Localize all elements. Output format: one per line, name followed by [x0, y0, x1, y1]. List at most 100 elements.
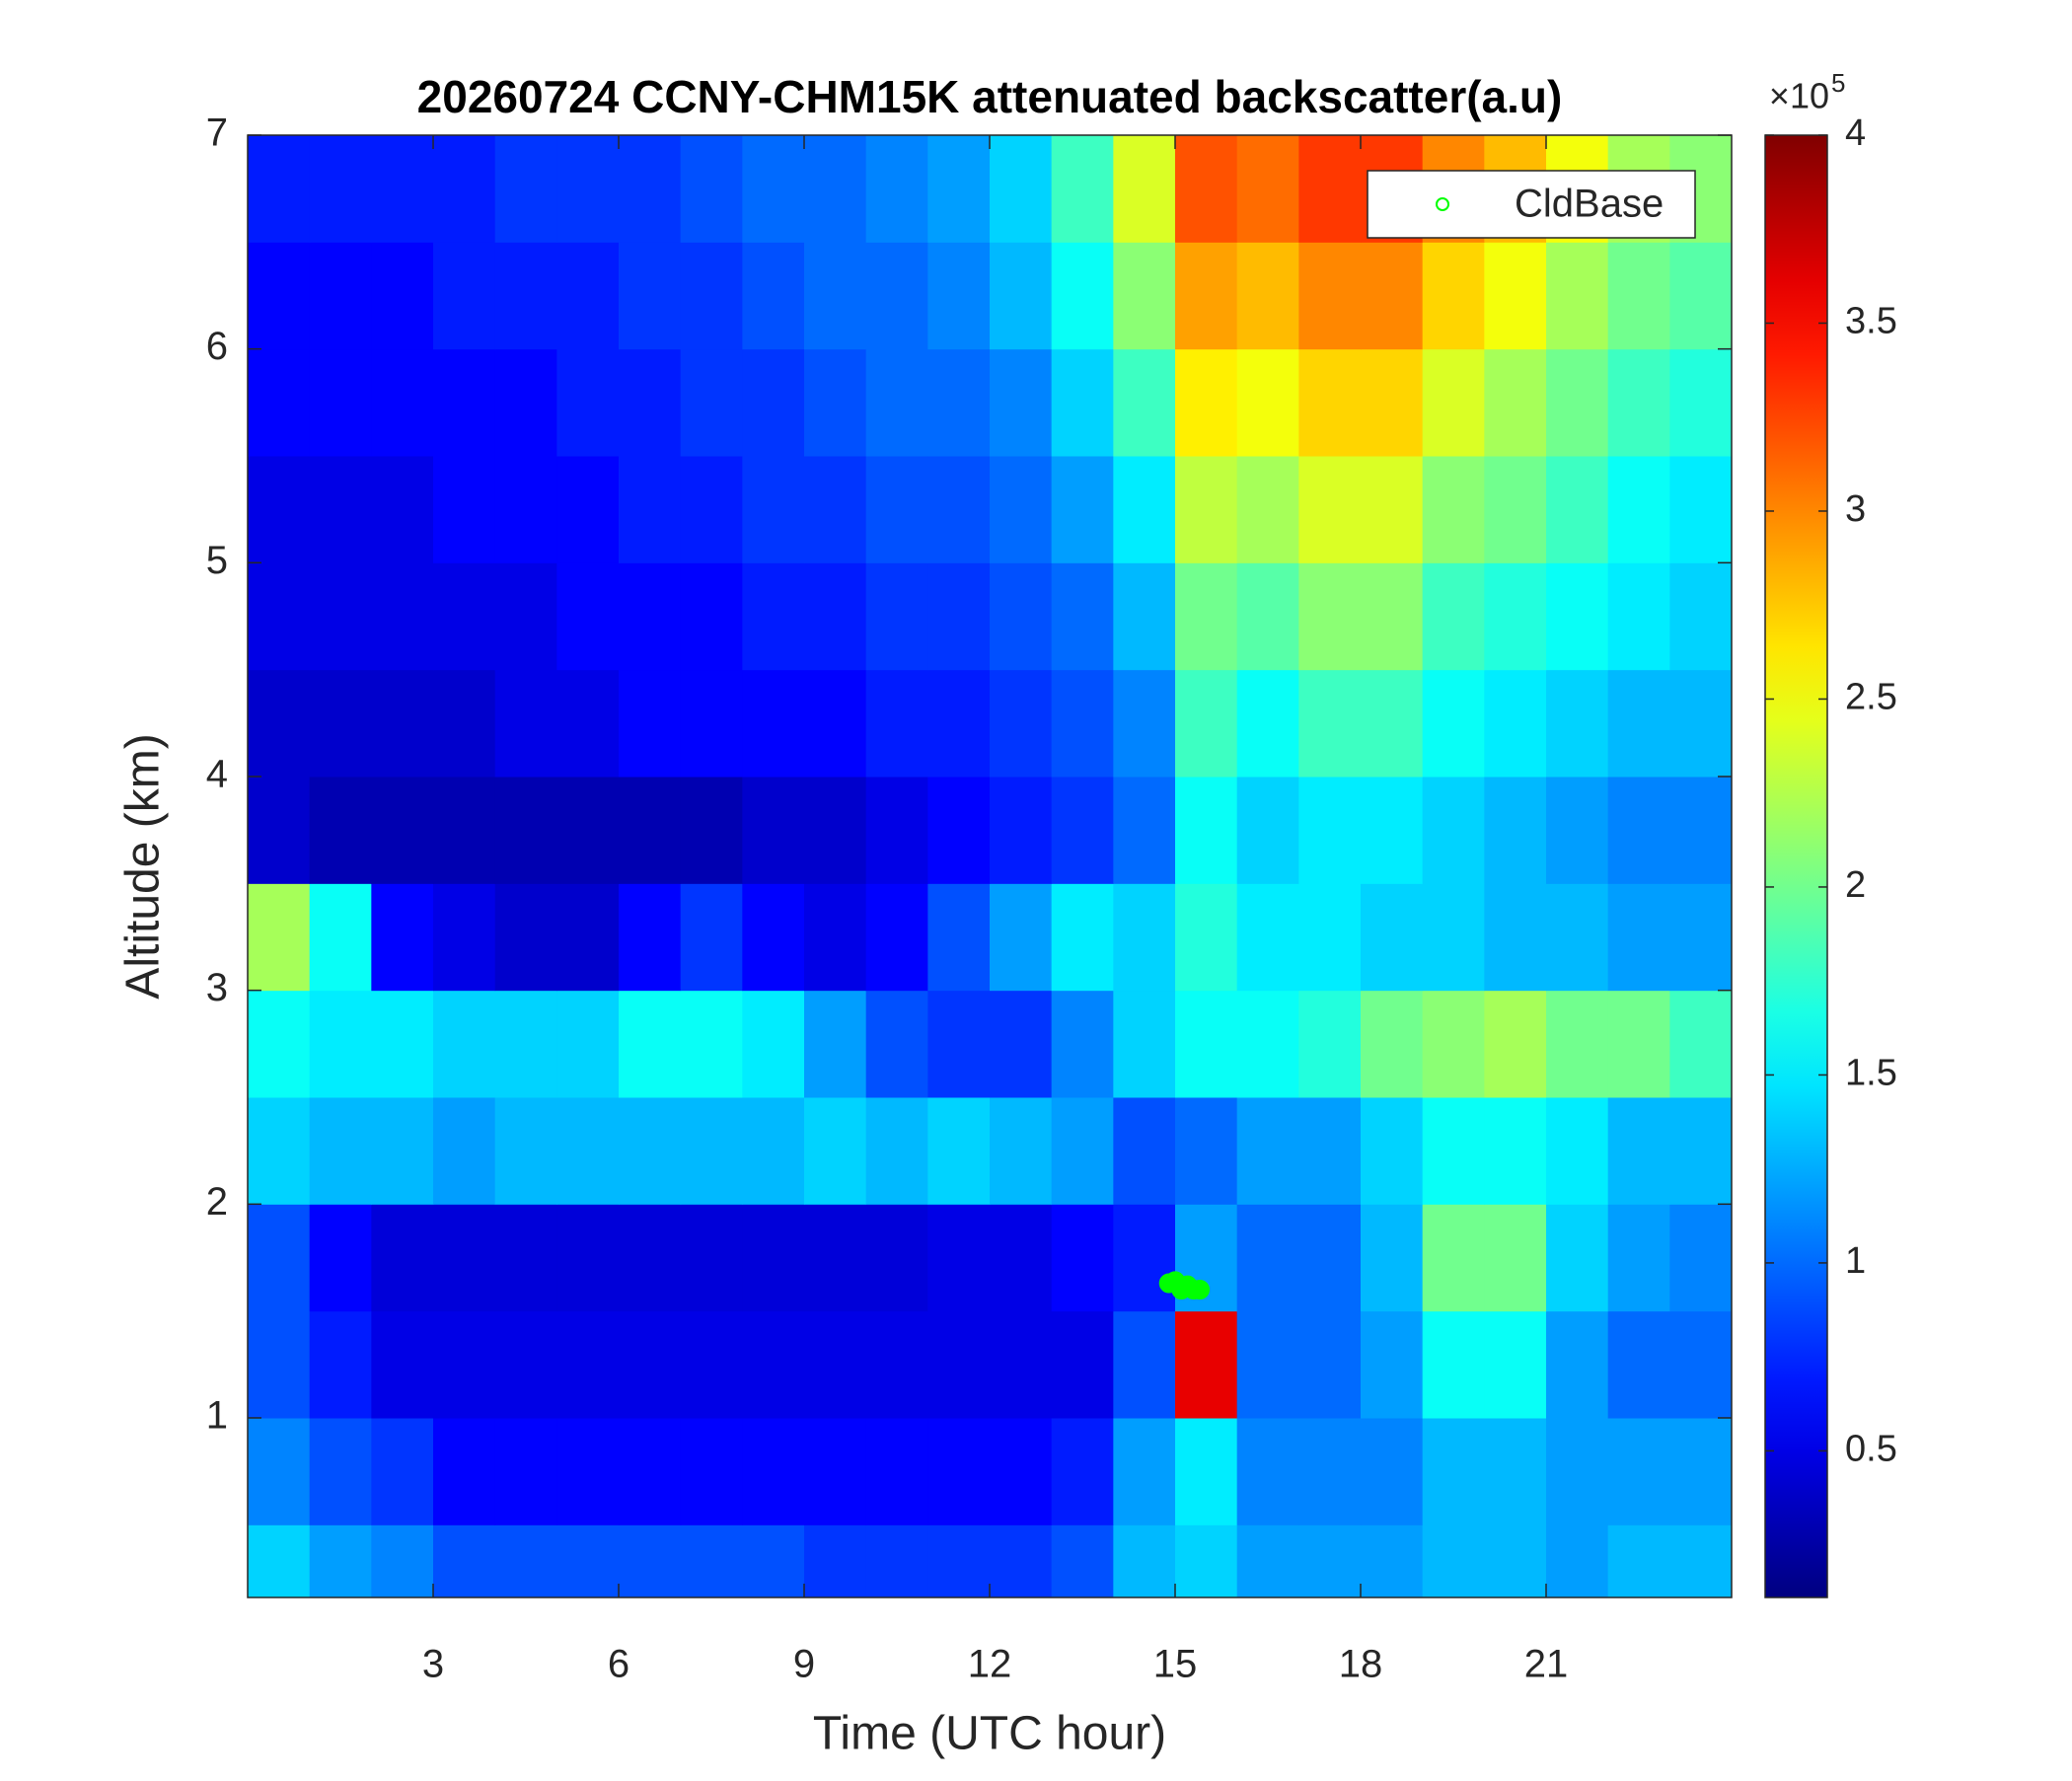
heat-cell	[1113, 1097, 1176, 1205]
heat-cell	[1669, 1097, 1732, 1205]
heat-cell	[1484, 990, 1547, 1098]
heat-cell	[433, 456, 496, 563]
heat-cell	[309, 1204, 372, 1312]
heat-cell	[494, 777, 557, 884]
heat-cell	[1298, 990, 1362, 1098]
y-tick-label: 4	[206, 753, 228, 796]
heat-cell	[1607, 669, 1670, 778]
heat-cell	[1236, 1204, 1299, 1312]
heat-cell	[1113, 669, 1176, 778]
heat-cell	[309, 135, 372, 243]
y-axis-label: Altitude (km)	[117, 733, 170, 999]
y-tick-label: 1	[206, 1394, 228, 1438]
heat-cell	[248, 562, 311, 671]
heat-cell	[1236, 1310, 1299, 1419]
heat-cell	[804, 456, 867, 563]
heat-cell	[494, 1204, 557, 1312]
heat-cell	[556, 135, 620, 243]
heat-cell	[927, 883, 991, 992]
heat-cell	[1051, 1524, 1114, 1597]
y-tick-label: 2	[206, 1180, 228, 1224]
heat-cell	[1361, 883, 1424, 992]
heat-cell	[990, 242, 1053, 350]
heat-cell	[248, 777, 311, 884]
heat-cell	[927, 348, 991, 457]
heat-cell	[990, 348, 1053, 457]
heat-cell	[1236, 883, 1299, 992]
heat-cell	[619, 990, 682, 1098]
heat-cell	[927, 242, 991, 350]
heat-cell	[619, 669, 682, 778]
heat-cell	[1175, 1097, 1238, 1205]
y-tick-label: 3	[206, 966, 228, 1009]
heat-cell	[1669, 1418, 1732, 1525]
heat-cell	[742, 456, 805, 563]
heat-cell	[433, 1524, 496, 1597]
heat-cell	[556, 1524, 620, 1597]
heat-cell	[1298, 348, 1362, 457]
heat-cell	[742, 1097, 805, 1205]
heat-cell	[1422, 1310, 1485, 1419]
heat-cell	[433, 669, 496, 778]
heat-cell	[619, 1418, 682, 1525]
heat-cell	[1669, 1310, 1732, 1419]
heat-cell	[804, 242, 867, 350]
heat-cell	[1051, 348, 1114, 457]
heat-cell	[1113, 456, 1176, 563]
heat-cell	[556, 883, 620, 992]
heat-cell	[1175, 348, 1238, 457]
heat-cell	[1175, 135, 1238, 243]
heat-cell	[1546, 1524, 1609, 1597]
heat-cell	[1484, 242, 1547, 350]
heat-cell	[433, 777, 496, 884]
heat-cell	[1298, 1418, 1362, 1525]
heat-cell	[1361, 1204, 1424, 1312]
heat-cell	[1113, 1524, 1176, 1597]
heat-cell	[1175, 883, 1238, 992]
heat-cell	[804, 1524, 867, 1597]
heat-cell	[1236, 562, 1299, 671]
heat-cell	[1546, 456, 1609, 563]
heat-cell	[1669, 348, 1732, 457]
heat-cell	[1669, 883, 1732, 992]
heat-cell	[1669, 242, 1732, 350]
heat-cell	[1113, 1418, 1176, 1525]
heat-cell	[494, 883, 557, 992]
heat-cell	[494, 562, 557, 671]
heat-cell	[1422, 883, 1485, 992]
colorbar	[1764, 134, 1828, 1598]
heat-cell	[1175, 456, 1238, 563]
heat-cell	[1361, 242, 1424, 350]
heat-cell	[865, 1204, 928, 1312]
heat-cell	[371, 1310, 434, 1419]
heat-cell	[1361, 348, 1424, 457]
heat-cell	[1669, 456, 1732, 563]
heat-cell	[927, 1310, 991, 1419]
x-axis-label: Time (UTC hour)	[813, 1708, 1166, 1760]
heat-cell	[1484, 348, 1547, 457]
heat-cell	[742, 562, 805, 671]
heat-cell	[433, 1097, 496, 1205]
heat-cell	[865, 669, 928, 778]
heat-cell	[1422, 1418, 1485, 1525]
heat-cell	[1236, 990, 1299, 1098]
heat-cell	[1113, 1204, 1176, 1312]
heat-cell	[1546, 777, 1609, 884]
heat-cell	[556, 990, 620, 1098]
heat-cell	[1298, 135, 1362, 243]
heat-cell	[1051, 669, 1114, 778]
heat-cell	[494, 456, 557, 563]
heat-cell	[1113, 242, 1176, 350]
heat-cell	[1422, 1524, 1485, 1597]
heat-cell	[927, 1204, 991, 1312]
heat-cell	[742, 669, 805, 778]
heat-cell	[804, 562, 867, 671]
heat-cell	[1113, 135, 1176, 243]
heat-cell	[309, 669, 372, 778]
heat-cell	[1298, 1524, 1362, 1597]
heat-cell	[1422, 562, 1485, 671]
heat-cell	[248, 883, 311, 992]
heat-cell	[1298, 669, 1362, 778]
